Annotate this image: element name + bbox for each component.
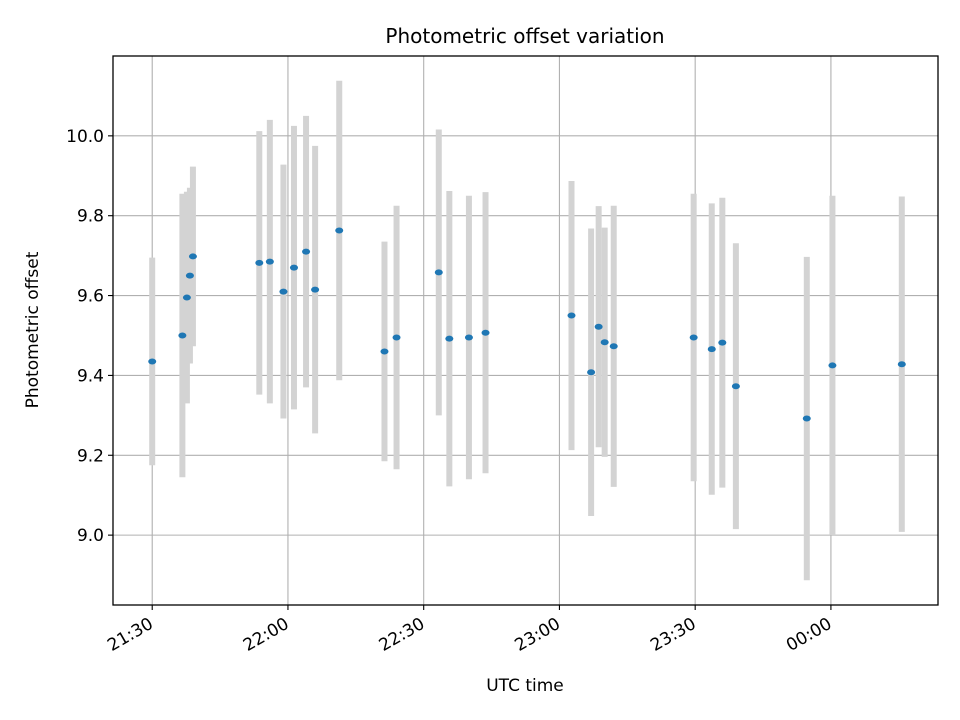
data-point — [182, 294, 191, 301]
y-tick-label: 10.0 — [66, 127, 104, 147]
data-point — [481, 329, 490, 336]
chart-title: Photometric offset variation — [385, 24, 664, 48]
data-point — [594, 323, 603, 330]
data-point — [255, 259, 264, 266]
data-point — [148, 358, 157, 365]
data-point — [689, 334, 698, 341]
x-axis-label: UTC time — [486, 676, 564, 696]
y-tick-label: 9.2 — [77, 446, 104, 466]
data-point — [434, 269, 443, 276]
data-point — [567, 312, 576, 319]
data-point — [335, 227, 344, 234]
y-axis-label: Photometric offset — [23, 251, 43, 408]
data-points — [148, 227, 906, 422]
y-tick-label: 9.8 — [77, 207, 104, 227]
y-axis-ticks: 9.0 9.2 9.4 9.6 9.8 10.0 — [66, 127, 113, 546]
data-point — [302, 248, 311, 255]
data-point — [600, 339, 609, 346]
y-gridlines — [113, 135, 938, 536]
data-point — [380, 348, 389, 355]
data-point — [311, 286, 320, 293]
data-point — [392, 334, 401, 341]
y-tick-label: 9.6 — [77, 287, 104, 307]
data-point — [718, 339, 727, 346]
data-point — [178, 332, 187, 339]
data-point — [279, 288, 288, 295]
y-tick-label: 9.0 — [77, 526, 104, 546]
data-point — [445, 335, 454, 342]
plot-frame — [112, 55, 939, 606]
data-point — [802, 415, 811, 422]
data-point — [289, 264, 298, 271]
data-point — [707, 346, 716, 353]
y-tick-label: 9.4 — [77, 366, 104, 386]
data-point — [464, 334, 473, 341]
data-point — [828, 362, 837, 369]
data-point — [731, 383, 740, 390]
data-point — [188, 253, 197, 260]
x-axis-ticks: 21:30 22:00 22:30 23:00 23:30 00:00 — [104, 605, 835, 656]
data-point — [185, 272, 194, 279]
data-point — [587, 369, 596, 376]
data-point — [897, 361, 906, 368]
data-point — [265, 258, 274, 265]
data-point — [609, 343, 618, 350]
